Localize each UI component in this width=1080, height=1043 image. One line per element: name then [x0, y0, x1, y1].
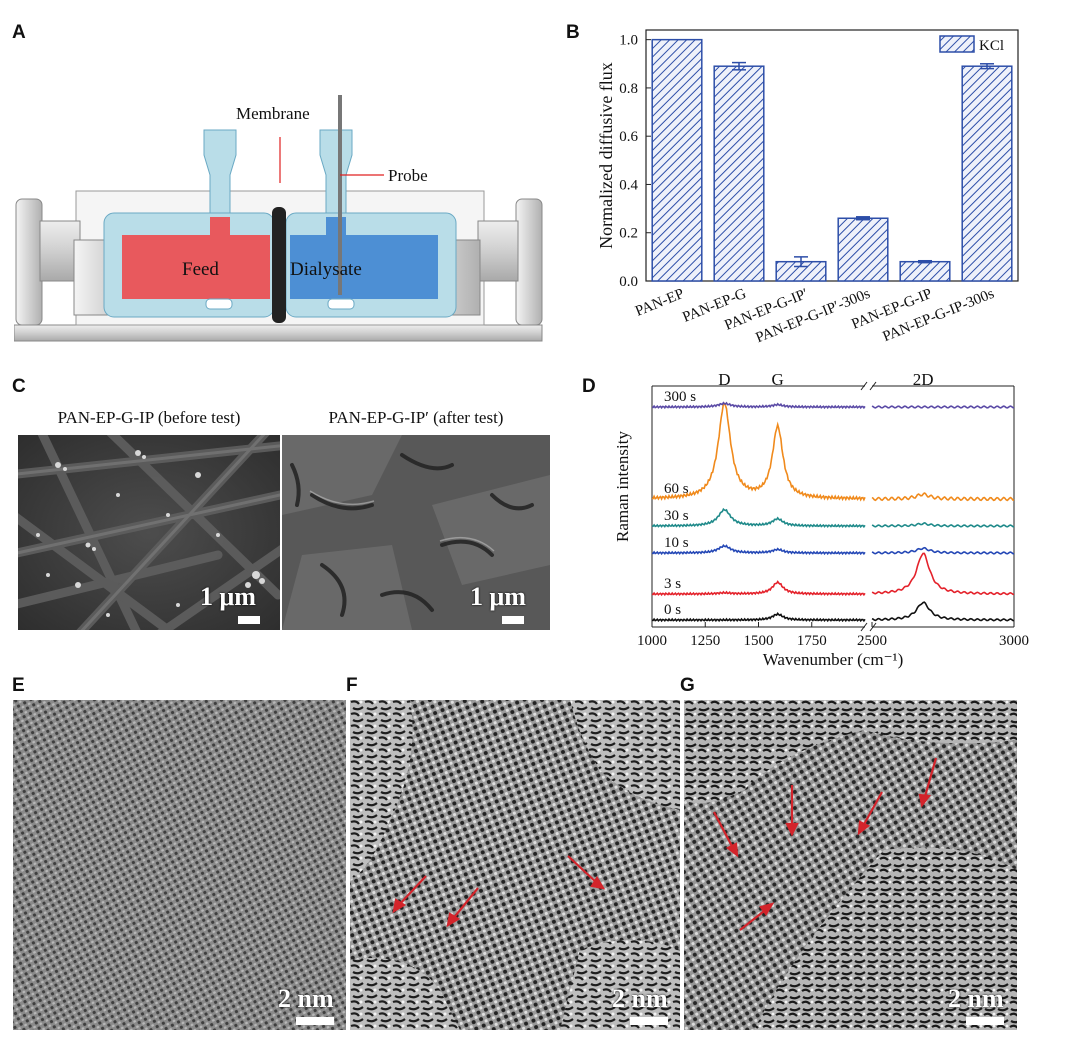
- bar: [713, 65, 765, 282]
- panel-letter-d: D: [582, 376, 596, 397]
- spectrum-line: [871, 492, 1015, 502]
- tem-f-scale-label: 2 nm: [612, 984, 668, 1013]
- plot-frame: [645, 29, 1019, 282]
- x-axis-label: Wavenumber (cm⁻¹): [763, 650, 904, 669]
- spectrum-line: [651, 612, 866, 623]
- x-tick-label: 1750: [797, 633, 827, 649]
- x-tick-label: 2500: [857, 633, 887, 649]
- sem-right-scale-bar: [502, 616, 524, 624]
- sem-right-scale-label: 1 μm: [470, 582, 526, 611]
- series-label: 3 s: [664, 576, 681, 592]
- membrane: [272, 207, 286, 323]
- spectrum-line: [871, 546, 1015, 555]
- x-tick-label: 1250: [690, 633, 720, 649]
- feed-solution: [122, 217, 270, 299]
- x-tick-label: 3000: [999, 633, 1029, 649]
- peak-label: 2D: [913, 372, 934, 389]
- panel-letter-f: F: [346, 675, 358, 696]
- y-tick-label: 0.4: [619, 177, 638, 193]
- sem-left-caption: PAN-EP-G-IP (before test): [57, 408, 241, 427]
- spectrum-line: [651, 580, 866, 597]
- series-label: 0 s: [664, 602, 681, 618]
- diffusion-cell-diagram: Membrane Probe Feed Dialysate: [14, 95, 543, 342]
- base-plate: [14, 324, 543, 342]
- spectrum-line: [651, 507, 866, 529]
- flux-bar-chart: 0.00.20.40.60.81.0PAN-EPPAN-EP-GPAN-EP-G…: [596, 29, 1019, 346]
- axis-break: [860, 381, 868, 391]
- sem-image-before-test: [18, 435, 280, 630]
- spectrum-line: [651, 402, 866, 502]
- sem-left-scale-label: 1 μm: [200, 582, 256, 611]
- y-tick-label: 0.8: [619, 81, 638, 97]
- raman-spectra-chart: 1000 1250 1500 1750 2500 3000 Wavenumber (cm⁻¹…: [613, 372, 1029, 669]
- sem-right-caption: PAN-EP-G-IP′ (after test): [328, 408, 504, 427]
- sem-left-scale-bar: [238, 616, 260, 624]
- series-label: 60 s: [664, 481, 689, 497]
- tem-image-e: [13, 700, 346, 1030]
- bar: [651, 38, 703, 282]
- bar: [899, 260, 951, 282]
- legend-swatch: [939, 35, 975, 53]
- tem-e-scale-bar: [296, 1017, 334, 1025]
- tem-g-scale-label: 2 nm: [948, 984, 1004, 1013]
- probe-label: Probe: [388, 166, 428, 185]
- tem-e-scale-label: 2 nm: [278, 984, 334, 1013]
- spectrum-line: [871, 552, 1015, 596]
- panel-letter-b: B: [566, 22, 580, 43]
- y-axis-label: Normalized diffusive flux: [596, 62, 616, 249]
- spectrum-line: [871, 405, 1015, 409]
- x-tick-label: 1500: [744, 633, 774, 649]
- peak-label: G: [772, 372, 784, 389]
- spectrum-line: [871, 601, 1015, 622]
- y-tick-label: 0.0: [619, 274, 638, 290]
- dialysate-label: Dialysate: [290, 259, 362, 280]
- panel-letter-c: C: [12, 376, 26, 397]
- bar: [961, 65, 1013, 282]
- spectrum-line: [651, 543, 866, 556]
- peak-label: D: [718, 372, 730, 389]
- axis-break: [860, 622, 868, 632]
- dialysate-port: [327, 298, 355, 310]
- right-clamp-block: [477, 220, 519, 282]
- panel-letter-e: E: [12, 675, 25, 696]
- y-tick-label: 1.0: [619, 33, 638, 49]
- axis-break: [869, 622, 877, 632]
- panel-letter-a: A: [12, 22, 26, 43]
- tem-g-scale-bar: [966, 1017, 1004, 1025]
- series-label: 300 s: [664, 389, 696, 405]
- series-label: 10 s: [664, 535, 689, 551]
- left-clamp-knob: [15, 198, 43, 326]
- y-axis-label: Raman intensity: [613, 431, 632, 542]
- feed-label: Feed: [182, 259, 219, 280]
- feed-port: [205, 298, 233, 310]
- tem-f-scale-bar: [630, 1017, 668, 1025]
- tem-image-g: [684, 700, 1017, 1030]
- membrane-label: Membrane: [236, 104, 310, 123]
- y-tick-label: 0.6: [619, 129, 638, 145]
- sem-image-after-test: [282, 435, 550, 630]
- feed-neck: [203, 129, 237, 214]
- y-tick-label: 0.2: [619, 226, 638, 242]
- axis-break: [869, 381, 877, 391]
- spectrum-line: [651, 401, 866, 410]
- x-tick-label: PAN-EP: [633, 286, 686, 320]
- spectrum-line: [871, 522, 1015, 528]
- dialysate-neck: [319, 129, 353, 214]
- legend-label: KCl: [979, 38, 1004, 54]
- series-label: 30 s: [664, 508, 689, 524]
- tem-image-f: [350, 700, 680, 1030]
- bar: [837, 217, 889, 282]
- panel-letter-g: G: [680, 675, 695, 696]
- dialysate-solution: [290, 217, 438, 299]
- left-clamp-block: [39, 220, 81, 282]
- x-tick-label: 1000: [637, 633, 667, 649]
- right-clamp-knob: [515, 198, 543, 326]
